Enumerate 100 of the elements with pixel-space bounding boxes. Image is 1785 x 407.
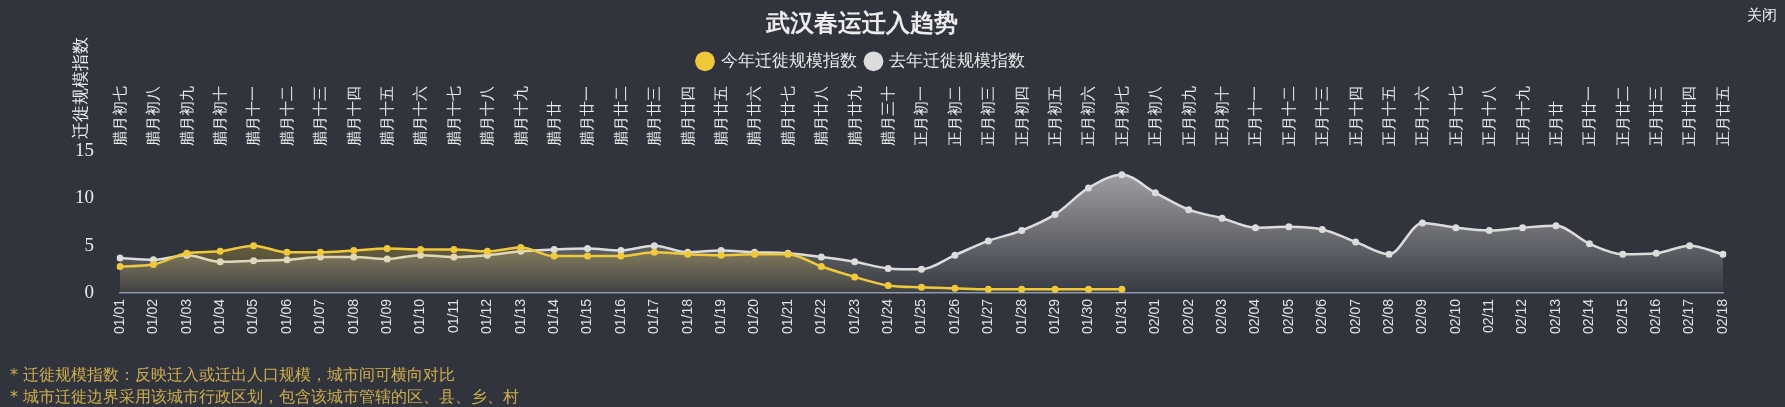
text: * 城市迁徙边界采用该城市行政区划，包含该城市管辖的区、县、乡、村 — [10, 387, 520, 407]
x2-tick-label: 01/16 — [611, 298, 628, 335]
x-tick-label: 腊月廿六 — [745, 86, 764, 146]
x-tick-label: 正月初五 — [1045, 86, 1064, 146]
x2-tick-label: 01/07 — [311, 298, 328, 335]
x2-tick-label: 01/31 — [1112, 298, 1129, 335]
x-tick-label: 正月十一 — [1246, 86, 1265, 146]
x2-tick-label: 01/21 — [778, 298, 795, 335]
x2-tick-label: 02/11 — [1480, 298, 1497, 333]
x2-tick-label: 02/04 — [1246, 298, 1263, 335]
x2-tick-label: 01/09 — [378, 298, 395, 335]
y-axis-title: 迁徙规模指数 — [68, 37, 91, 139]
x-tick-label: 正月十八 — [1480, 86, 1499, 146]
x-tick-label: 腊月十九 — [511, 86, 530, 146]
x2-tick-label: 01/29 — [1045, 298, 1062, 335]
x2-tick-label: 01/23 — [845, 298, 862, 335]
text: 关闭 — [1747, 6, 1777, 25]
x-tick-label: 正月初二 — [945, 86, 964, 146]
x2-tick-label: 01/14 — [545, 298, 562, 335]
x-tick-label: 正月初一 — [912, 86, 931, 146]
x-tick-label: 腊月廿四 — [678, 86, 697, 146]
x-tick-label: 腊月廿一 — [578, 86, 597, 146]
x-tick-label: 正月十七 — [1446, 86, 1465, 146]
y-tick-label: 0 — [84, 280, 94, 302]
x-tick-label: 腊月廿七 — [778, 86, 797, 146]
x-tick-label: 腊月十八 — [478, 86, 497, 146]
x-tick-label: 腊月初七 — [110, 86, 129, 146]
x-tick-label: 正月廿三 — [1647, 86, 1666, 146]
x-tick-label: 正月初六 — [1079, 86, 1098, 146]
x2-tick-label: 02/05 — [1279, 298, 1296, 335]
x-tick-label: 正月初十 — [1212, 86, 1231, 146]
x2-tick-label: 01/03 — [177, 298, 194, 335]
x2-tick-label: 02/02 — [1179, 298, 1196, 335]
x-tick-label: 腊月十六 — [411, 86, 430, 146]
x2-tick-label: 02/09 — [1413, 298, 1430, 335]
x2-tick-label: 01/27 — [979, 298, 996, 335]
x-tick-label: 腊月廿九 — [845, 86, 864, 146]
x-tick-label: 腊月廿三 — [645, 86, 664, 146]
x2-tick-label: 02/03 — [1212, 298, 1229, 335]
x-tick-label: 正月廿一 — [1580, 86, 1599, 146]
x2-tick-label: 02/12 — [1513, 298, 1530, 335]
x2-tick-label: 01/08 — [344, 298, 361, 335]
x2-tick-label: 01/11 — [444, 298, 461, 333]
x2-tick-label: 02/07 — [1346, 298, 1363, 335]
x-tick-label: 正月初九 — [1179, 86, 1198, 146]
x-tick-label: 腊月十四 — [344, 86, 363, 146]
x2-tick-label: 01/19 — [711, 298, 728, 335]
x2-tick-label: 01/17 — [645, 298, 662, 335]
x-tick-label: 正月十三 — [1313, 86, 1332, 146]
x2-tick-label: 02/06 — [1313, 298, 1330, 335]
x2-tick-label: 01/30 — [1079, 298, 1096, 335]
x-tick-label: 正月十六 — [1413, 86, 1432, 146]
y-tick-label: 15 — [75, 138, 94, 160]
x-tick-label: 腊月廿二 — [611, 86, 630, 146]
x-tick-label: 腊月十二 — [277, 86, 296, 146]
x2-tick-label: 02/13 — [1546, 298, 1563, 335]
legend-label: 今年迁徙规模指数 — [720, 49, 857, 70]
x2-tick-label: 02/18 — [1713, 298, 1730, 335]
x-tick-label: 正月廿五 — [1713, 86, 1732, 146]
x-tick-label: 正月十五 — [1379, 86, 1398, 146]
x-tick-label: 腊月初八 — [144, 86, 163, 146]
x2-tick-label: 01/18 — [678, 298, 695, 335]
x2-tick-label: 01/22 — [812, 298, 829, 335]
x2-tick-label: 01/05 — [244, 298, 261, 335]
x2-tick-label: 02/10 — [1446, 298, 1463, 335]
x-tick-label: 正月十四 — [1346, 86, 1365, 146]
legend-label: 去年迁徙规模指数 — [889, 49, 1025, 70]
x-tick-label: 正月廿四 — [1680, 86, 1699, 146]
x2-tick-label: 01/01 — [110, 298, 127, 335]
x-tick-label: 腊月廿 — [545, 101, 564, 146]
x2-tick-label: 01/20 — [745, 298, 762, 335]
x-tick-label: 腊月初九 — [177, 86, 196, 146]
x2-tick-label: 01/28 — [1012, 298, 1029, 335]
x2-tick-label: 02/01 — [1146, 298, 1163, 335]
x-tick-label: 腊月十七 — [444, 86, 463, 146]
x2-tick-label: 01/04 — [211, 298, 228, 335]
x-tick-label: 腊月廿八 — [812, 86, 831, 146]
x2-tick-label: 02/15 — [1613, 298, 1630, 335]
chart-title: 武汉春运迁入趋势 — [764, 8, 958, 37]
x2-tick-label: 01/24 — [878, 298, 895, 335]
x-tick-label: 正月初四 — [1012, 86, 1031, 146]
y-tick-label: 5 — [84, 233, 94, 255]
x-tick-label: 腊月初十 — [211, 86, 230, 146]
x-tick-label: 正月初八 — [1146, 86, 1165, 146]
x2-tick-label: 01/02 — [144, 298, 161, 335]
x2-tick-label: 01/13 — [511, 298, 528, 335]
x2-tick-label: 01/15 — [578, 298, 595, 335]
x-tick-label: 正月十二 — [1279, 86, 1298, 146]
x2-tick-label: 01/06 — [277, 298, 294, 335]
x-tick-label: 腊月三十 — [878, 86, 897, 146]
x-tick-label: 腊月廿五 — [712, 86, 731, 146]
y-tick-label: 10 — [75, 186, 94, 208]
x-tick-label: 正月初三 — [979, 86, 998, 146]
x-tick-label: 正月廿 — [1546, 101, 1565, 146]
text: * 迁徙规模指数：反映迁入或迁出人口规模，城市间可横向对比 — [10, 365, 456, 385]
x2-tick-label: 01/26 — [945, 298, 962, 335]
x2-tick-label: 02/08 — [1379, 298, 1396, 335]
x-tick-label: 腊月十五 — [378, 86, 397, 146]
x-tick-label: 正月初七 — [1112, 86, 1131, 146]
x-tick-label: 正月十九 — [1513, 86, 1532, 146]
